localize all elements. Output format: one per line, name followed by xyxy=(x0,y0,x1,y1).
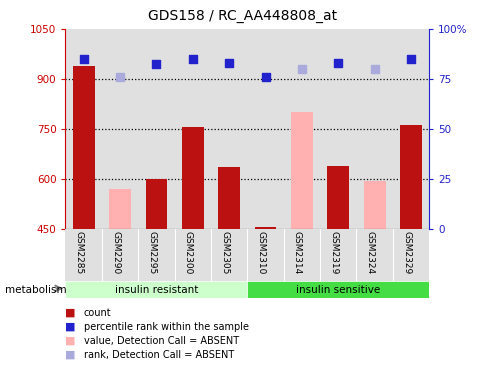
Bar xyxy=(254,227,276,229)
Text: GSM2314: GSM2314 xyxy=(292,231,301,274)
Text: insulin resistant: insulin resistant xyxy=(115,284,197,295)
FancyBboxPatch shape xyxy=(247,281,428,298)
Text: ■: ■ xyxy=(65,322,76,332)
Point xyxy=(79,56,87,62)
Point xyxy=(297,66,305,72)
Bar xyxy=(247,229,283,282)
Bar xyxy=(102,29,138,229)
Text: GSM2324: GSM2324 xyxy=(365,231,374,274)
Bar xyxy=(356,29,392,229)
Text: value, Detection Call = ABSENT: value, Detection Call = ABSENT xyxy=(84,336,239,346)
Bar xyxy=(363,180,385,229)
Bar xyxy=(65,229,102,282)
Text: GSM2295: GSM2295 xyxy=(147,231,156,274)
Text: GSM2300: GSM2300 xyxy=(183,231,193,275)
Text: GDS158 / RC_AA448808_at: GDS158 / RC_AA448808_at xyxy=(148,9,336,23)
Bar xyxy=(356,229,392,282)
Text: ■: ■ xyxy=(65,350,76,360)
Point xyxy=(406,56,414,62)
Text: GSM2290: GSM2290 xyxy=(111,231,120,274)
FancyBboxPatch shape xyxy=(65,281,247,298)
Bar xyxy=(290,112,312,229)
Bar xyxy=(211,229,247,282)
Point xyxy=(152,61,160,67)
Bar xyxy=(247,29,283,229)
Point xyxy=(188,56,197,62)
Bar xyxy=(283,229,319,282)
Bar xyxy=(392,229,428,282)
Point xyxy=(225,60,232,66)
Bar xyxy=(319,229,356,282)
Bar xyxy=(182,127,203,229)
Text: ■: ■ xyxy=(65,336,76,346)
Bar xyxy=(65,29,102,229)
Text: GSM2305: GSM2305 xyxy=(220,231,228,275)
Bar xyxy=(102,229,138,282)
Text: insulin sensitive: insulin sensitive xyxy=(296,284,379,295)
Bar xyxy=(283,29,319,229)
Bar xyxy=(319,29,356,229)
Bar xyxy=(392,29,428,229)
Text: GSM2285: GSM2285 xyxy=(75,231,83,274)
Bar xyxy=(399,125,421,229)
Text: count: count xyxy=(84,308,111,318)
Text: GSM2310: GSM2310 xyxy=(256,231,265,275)
Bar xyxy=(327,165,348,229)
Text: rank, Detection Call = ABSENT: rank, Detection Call = ABSENT xyxy=(84,350,234,360)
Bar xyxy=(138,29,174,229)
Bar xyxy=(109,189,131,229)
Bar xyxy=(211,29,247,229)
Point xyxy=(370,66,378,72)
Bar xyxy=(145,179,167,229)
Text: percentile rank within the sample: percentile rank within the sample xyxy=(84,322,248,332)
Point xyxy=(261,75,269,81)
Text: ■: ■ xyxy=(65,308,76,318)
Text: GSM2319: GSM2319 xyxy=(329,231,338,275)
Bar xyxy=(138,229,174,282)
Text: metabolism: metabolism xyxy=(5,284,66,295)
Point xyxy=(116,75,123,81)
Point xyxy=(333,60,341,66)
Bar xyxy=(174,29,211,229)
Bar xyxy=(218,167,240,229)
Bar xyxy=(73,66,94,229)
Bar xyxy=(174,229,211,282)
Text: GSM2329: GSM2329 xyxy=(401,231,410,274)
